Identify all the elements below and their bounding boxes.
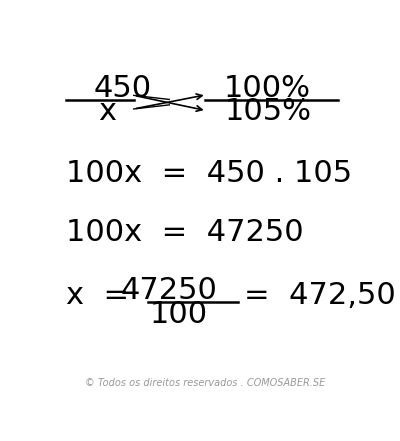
Text: 100x  =  450 . 105: 100x = 450 . 105 — [66, 159, 352, 188]
Text: 100x  =  47250: 100x = 47250 — [66, 218, 303, 247]
Text: © Todos os direitos reservados . COMOSABER.SE: © Todos os direitos reservados . COMOSAB… — [85, 378, 325, 389]
Text: 100%: 100% — [224, 74, 311, 103]
Text: x  =: x = — [66, 281, 129, 310]
Text: x: x — [98, 97, 116, 126]
Text: 105%: 105% — [225, 97, 312, 126]
Text: 450: 450 — [94, 74, 152, 103]
Text: 100: 100 — [150, 300, 208, 329]
Text: 47250: 47250 — [121, 276, 218, 305]
Text: =  472,50: = 472,50 — [244, 281, 396, 310]
